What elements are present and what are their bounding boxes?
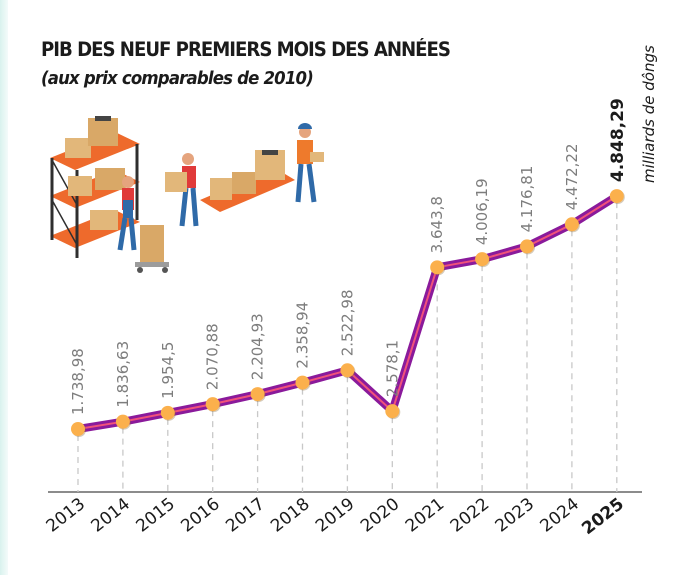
x-tick-label-2023: 2023	[492, 494, 538, 536]
value-label-2023: 4.176,81	[518, 166, 536, 233]
value-label-2016: 2.070,88	[204, 323, 222, 390]
x-tick-label-2015: 2015	[132, 494, 178, 536]
x-tick-label-2018: 2018	[267, 494, 313, 536]
x-tick-label-2024: 2024	[537, 494, 583, 536]
pallet-boxes-icon	[200, 150, 295, 212]
data-point-2015	[160, 405, 175, 420]
data-point-2018	[295, 375, 310, 390]
x-tick-label-2021: 2021	[402, 494, 448, 536]
value-label-2025: 4.848,29	[608, 98, 628, 182]
data-point-2021	[430, 260, 445, 275]
value-label-2014: 1.836,63	[114, 341, 132, 408]
data-point-2019	[340, 363, 355, 378]
chart-subtitle: (aux prix comparables de 2010)	[41, 68, 314, 89]
x-tick-label-2019: 2019	[312, 494, 358, 536]
shelf-icon	[50, 116, 140, 258]
x-tick-label-2025: 2025	[578, 494, 628, 539]
data-point-2020	[385, 404, 400, 419]
x-tick-label-2022: 2022	[447, 494, 493, 536]
chart-title: PIB DES NEUF PREMIERS MOIS DES ANNÉES	[41, 38, 451, 61]
value-label-2013: 1.738,98	[69, 348, 87, 415]
x-tick-label-2014: 2014	[88, 494, 134, 536]
value-label-2021: 3.643,8	[428, 196, 446, 253]
data-point-2013	[71, 422, 85, 436]
x-tick-label-2020: 2020	[357, 494, 403, 536]
data-point-2023	[520, 239, 534, 254]
value-label-2024: 4.472,22	[563, 143, 581, 210]
data-point-2017	[250, 387, 265, 402]
x-tick-label-2013: 2013	[43, 494, 89, 536]
value-label-2018: 2.358,94	[294, 302, 312, 369]
data-point-2025	[609, 189, 624, 204]
unit-label: milliards de dôngs	[640, 45, 658, 183]
value-label-2019: 2.522,98	[338, 289, 356, 356]
data-point-2014	[115, 414, 130, 429]
value-label-2022: 4.006,19	[473, 178, 491, 245]
x-tick-label-2016: 2016	[177, 494, 223, 536]
value-label-2015: 1.954,5	[159, 342, 177, 399]
worker-carrying-box-icon	[165, 153, 199, 227]
left-border	[0, 0, 8, 575]
worker-trolley-icon	[117, 176, 169, 273]
x-tick-label-2017: 2017	[222, 494, 268, 536]
value-label-2017: 2.204,93	[249, 313, 267, 380]
value-label-2020: 2.578,1	[383, 340, 401, 397]
worker-clipboard-icon	[295, 123, 324, 203]
data-point-2024	[564, 217, 579, 232]
warehouse-workers-icon	[50, 116, 324, 273]
data-point-2016	[205, 397, 220, 412]
data-point-2022	[475, 252, 490, 267]
